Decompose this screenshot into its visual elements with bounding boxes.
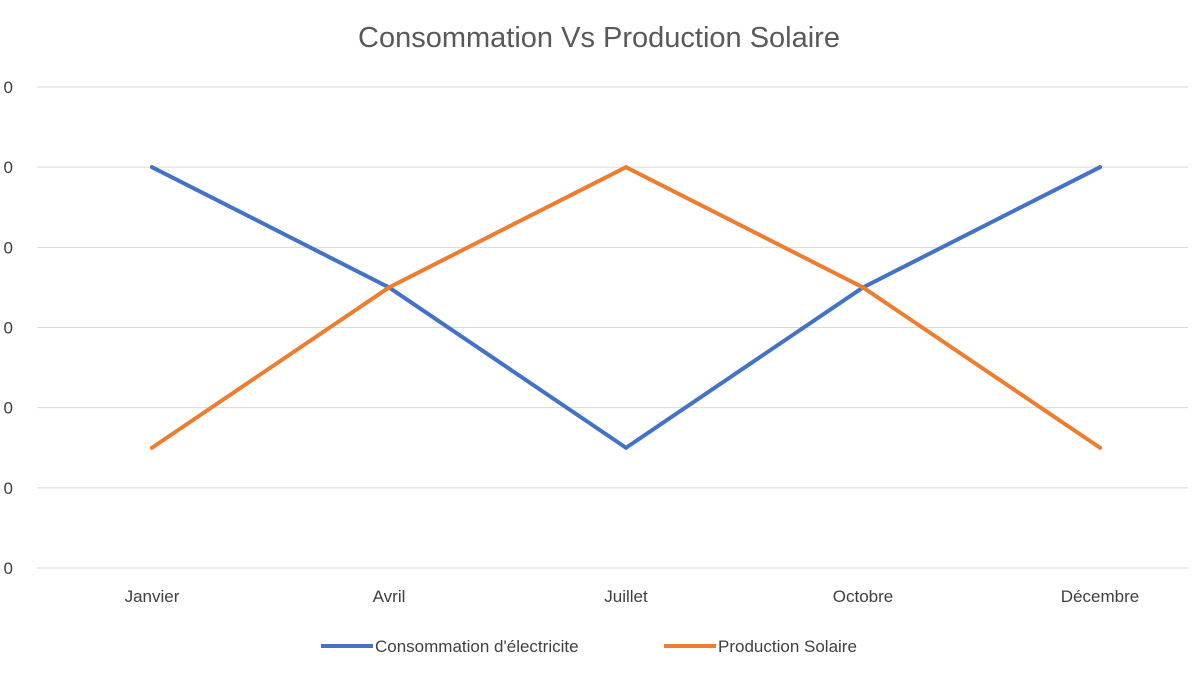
data-point	[1098, 445, 1102, 450]
gridlines	[37, 86, 1188, 569]
x-tick-label: Juillet	[604, 587, 648, 606]
x-tick-label: Janvier	[125, 587, 180, 606]
y-tick-label: 0	[4, 399, 13, 418]
y-axis-tick-labels: 0 0 0 0 0 0 0	[4, 78, 13, 578]
y-tick-label: 0	[4, 78, 13, 97]
series-line-1	[150, 165, 1102, 450]
x-axis-tick-labels: Janvier Avril Juillet Octobre Décembre	[125, 587, 1140, 606]
legend: Consommation d'électricite Production Sol…	[321, 637, 857, 656]
legend-entry: Consommation d'électricite	[321, 637, 579, 656]
data-point	[1098, 165, 1102, 170]
x-tick-label: Octobre	[833, 587, 893, 606]
chart-title: Consommation Vs Production Solaire	[358, 22, 840, 54]
data-point	[150, 445, 154, 450]
y-tick-label: 0	[4, 238, 13, 257]
data-point	[624, 445, 628, 450]
legend-entry: Production Solaire	[664, 637, 857, 656]
x-tick-label: Avril	[373, 587, 406, 606]
x-tick-label: Décembre	[1061, 587, 1139, 606]
y-tick-label: 0	[4, 158, 13, 177]
y-tick-label: 0	[4, 319, 13, 338]
data-point	[150, 165, 154, 170]
legend-label: Production Solaire	[718, 637, 857, 656]
y-tick-label: 0	[4, 559, 13, 578]
data-point	[624, 165, 628, 170]
legend-label: Consommation d'électricite	[375, 637, 579, 656]
data-point	[861, 285, 865, 290]
series-line-0	[150, 165, 1102, 450]
y-tick-label: 0	[4, 479, 13, 498]
series-lines	[150, 165, 1102, 450]
data-point	[387, 285, 391, 290]
